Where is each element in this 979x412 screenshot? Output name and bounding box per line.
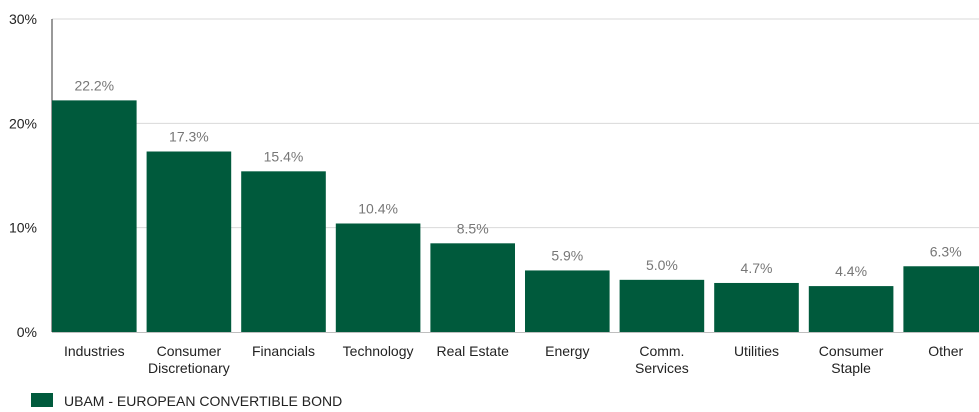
x-tick-label: Industries xyxy=(64,343,125,359)
bar xyxy=(714,282,799,332)
data-label: 6.3% xyxy=(930,243,962,259)
data-label: 17.3% xyxy=(169,129,209,145)
data-label: 10.4% xyxy=(358,200,398,216)
x-tick-label: Comm. Services xyxy=(635,343,689,376)
x-tick-label: Other xyxy=(928,343,963,359)
tick-labels: 0% 10% 20% 30% Industries Consumer Discretiona… xyxy=(9,11,964,376)
x-tick-label: Technology xyxy=(343,343,414,359)
bar xyxy=(241,171,326,332)
y-tick-label: 0% xyxy=(17,324,37,340)
x-tick-label: Utilities xyxy=(734,343,779,359)
x-tick-label: Real Estate xyxy=(437,343,510,359)
bar xyxy=(430,243,515,332)
legend-label: UBAM - EUROPEAN CONVERTIBLE BOND xyxy=(64,393,342,407)
data-label: 4.7% xyxy=(741,260,773,276)
bar xyxy=(525,270,610,332)
data-label: 4.4% xyxy=(835,263,867,279)
x-tick-label: Consumer Discretionary xyxy=(148,343,230,376)
data-label: 5.0% xyxy=(646,257,678,273)
x-tick-label: Energy xyxy=(545,343,589,359)
y-tick-label: 20% xyxy=(9,115,37,131)
bar xyxy=(146,151,232,332)
x-tick-label: Consumer Staple xyxy=(819,343,884,376)
bars xyxy=(52,100,979,332)
data-label: 5.9% xyxy=(551,247,583,263)
data-label: 22.2% xyxy=(74,77,114,93)
bar xyxy=(52,100,137,332)
y-tick-label: 10% xyxy=(9,220,37,236)
data-label: 15.4% xyxy=(264,148,304,164)
legend-swatch xyxy=(31,393,53,407)
x-tick-label: Financials xyxy=(252,343,315,359)
data-label: 8.5% xyxy=(457,220,489,236)
bar xyxy=(808,286,894,332)
y-tick-label: 30% xyxy=(9,11,37,27)
legend: UBAM - EUROPEAN CONVERTIBLE BOND xyxy=(31,393,342,409)
bar xyxy=(335,223,421,332)
value-labels: 22.2% 17.3% 15.4% 10.4% 8.5% 5.9% 5.0% 4.7% 4.4%… xyxy=(74,77,961,279)
bar xyxy=(619,279,705,332)
bar xyxy=(903,266,979,332)
